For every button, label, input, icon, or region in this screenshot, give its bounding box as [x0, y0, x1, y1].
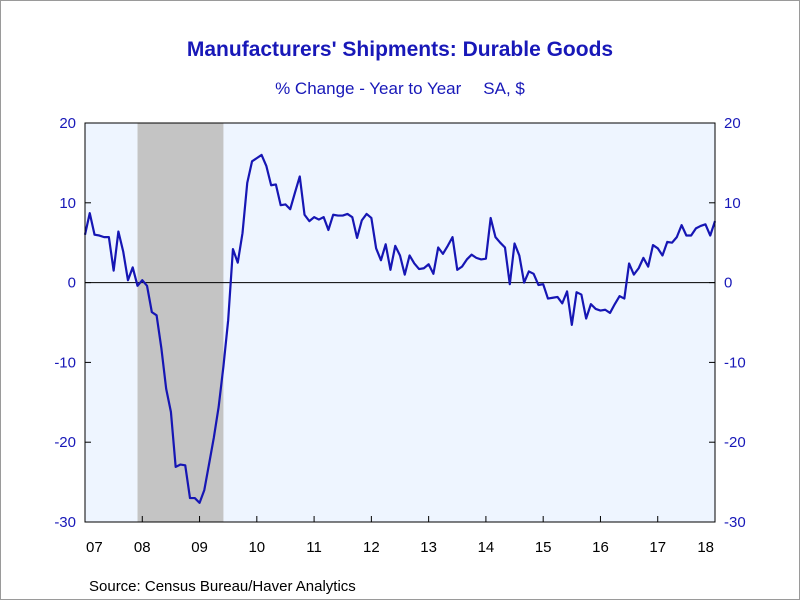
x-tick-label: 13	[420, 539, 437, 556]
chart-title: Manufacturers' Shipments: Durable Goods	[186, 38, 614, 61]
x-tick-label: 09	[191, 539, 208, 556]
x-tick-label: 15	[535, 539, 552, 556]
y-tick-label-left: -30	[54, 514, 76, 531]
y-tick-label-right: -10	[724, 354, 746, 371]
chart-subtitle: % Change - Year to Year SA, $	[0, 79, 800, 99]
x-tick-label: 07	[86, 539, 103, 556]
x-tick-label: 14	[478, 539, 495, 556]
source-note: Source: Census Bureau/Haver Analytics	[89, 578, 356, 595]
y-tick-label-left: 20	[59, 115, 76, 132]
x-tick-label: 08	[134, 539, 151, 556]
y-tick-label-left: -20	[54, 434, 76, 451]
y-tick-label-left: 10	[59, 195, 76, 212]
x-tick-label: 16	[592, 539, 609, 556]
subtitle-units: SA, $	[483, 79, 525, 98]
x-tick-label: 10	[248, 539, 265, 556]
x-tick-label: 11	[306, 539, 322, 556]
x-tick-label: 17	[649, 539, 666, 556]
y-tick-label-right: 0	[724, 275, 732, 292]
series-line	[83, 153, 717, 504]
y-tick-label-right: 20	[724, 115, 741, 132]
y-tick-label-right: -20	[724, 434, 746, 451]
plot-border	[84, 122, 716, 523]
y-tick-label-right: -30	[724, 514, 746, 531]
x-tick-label: 12	[363, 539, 380, 556]
y-tick-label-right: 10	[724, 195, 741, 212]
y-tick-label-left: -10	[54, 354, 76, 371]
subtitle-measure: % Change - Year to Year	[275, 79, 462, 98]
x-tick-label: 18	[697, 539, 714, 556]
y-tick-label-left: 0	[68, 275, 76, 292]
recession-band	[137, 123, 224, 522]
